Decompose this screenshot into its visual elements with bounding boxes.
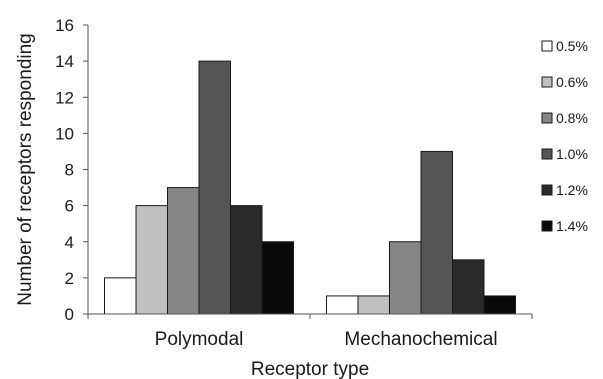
- bar: [452, 259, 485, 315]
- y-tick-label: 8: [65, 161, 74, 180]
- legend-swatch: [541, 184, 553, 196]
- bar: [483, 295, 516, 315]
- bar: [389, 241, 422, 315]
- bar: [420, 150, 453, 315]
- legend-swatch: [541, 148, 553, 160]
- y-tick-label: 6: [65, 197, 74, 216]
- legend-label: 0.8%: [556, 110, 588, 126]
- y-ticks-group: 0 2 4 6 8 10 12 14 16: [55, 16, 88, 324]
- legend-swatch: [541, 220, 553, 232]
- legend-label: 1.4%: [556, 218, 588, 234]
- bar: [357, 295, 390, 315]
- y-tick-label: 10: [55, 124, 74, 143]
- y-axis-title: Number of receptors responding: [15, 33, 36, 305]
- legend-label: 0.5%: [556, 38, 588, 54]
- bar: [230, 205, 263, 315]
- legend-swatch: [541, 76, 553, 88]
- legend-label: 0.6%: [556, 74, 588, 90]
- legend-swatch: [541, 112, 553, 124]
- x-axis-title: Receptor type: [251, 359, 369, 379]
- bar: [198, 60, 231, 315]
- bars-group: [104, 60, 516, 315]
- legend-label: 1.2%: [556, 182, 588, 198]
- y-tick-label: 16: [55, 16, 74, 35]
- x-category-labels: Polymodal Mechanochemical: [87, 314, 533, 350]
- x-category-label: Mechanochemical: [344, 329, 497, 350]
- legend-swatch: [541, 40, 553, 52]
- y-tick-label: 0: [65, 305, 74, 324]
- bar: [326, 295, 359, 315]
- legend-label: 1.0%: [556, 146, 588, 162]
- y-tick-label: 2: [65, 269, 74, 288]
- bar: [167, 187, 200, 315]
- y-tick-label: 14: [55, 52, 74, 71]
- bar: [135, 205, 168, 315]
- x-category-label: Polymodal: [155, 329, 244, 350]
- bar: [261, 241, 294, 315]
- legend: 0.5% 0.6% 0.8% 1.0% 1.2% 1.4%: [541, 38, 588, 234]
- bar: [104, 277, 137, 315]
- y-tick-label: 12: [55, 88, 74, 107]
- y-tick-label: 4: [65, 233, 74, 252]
